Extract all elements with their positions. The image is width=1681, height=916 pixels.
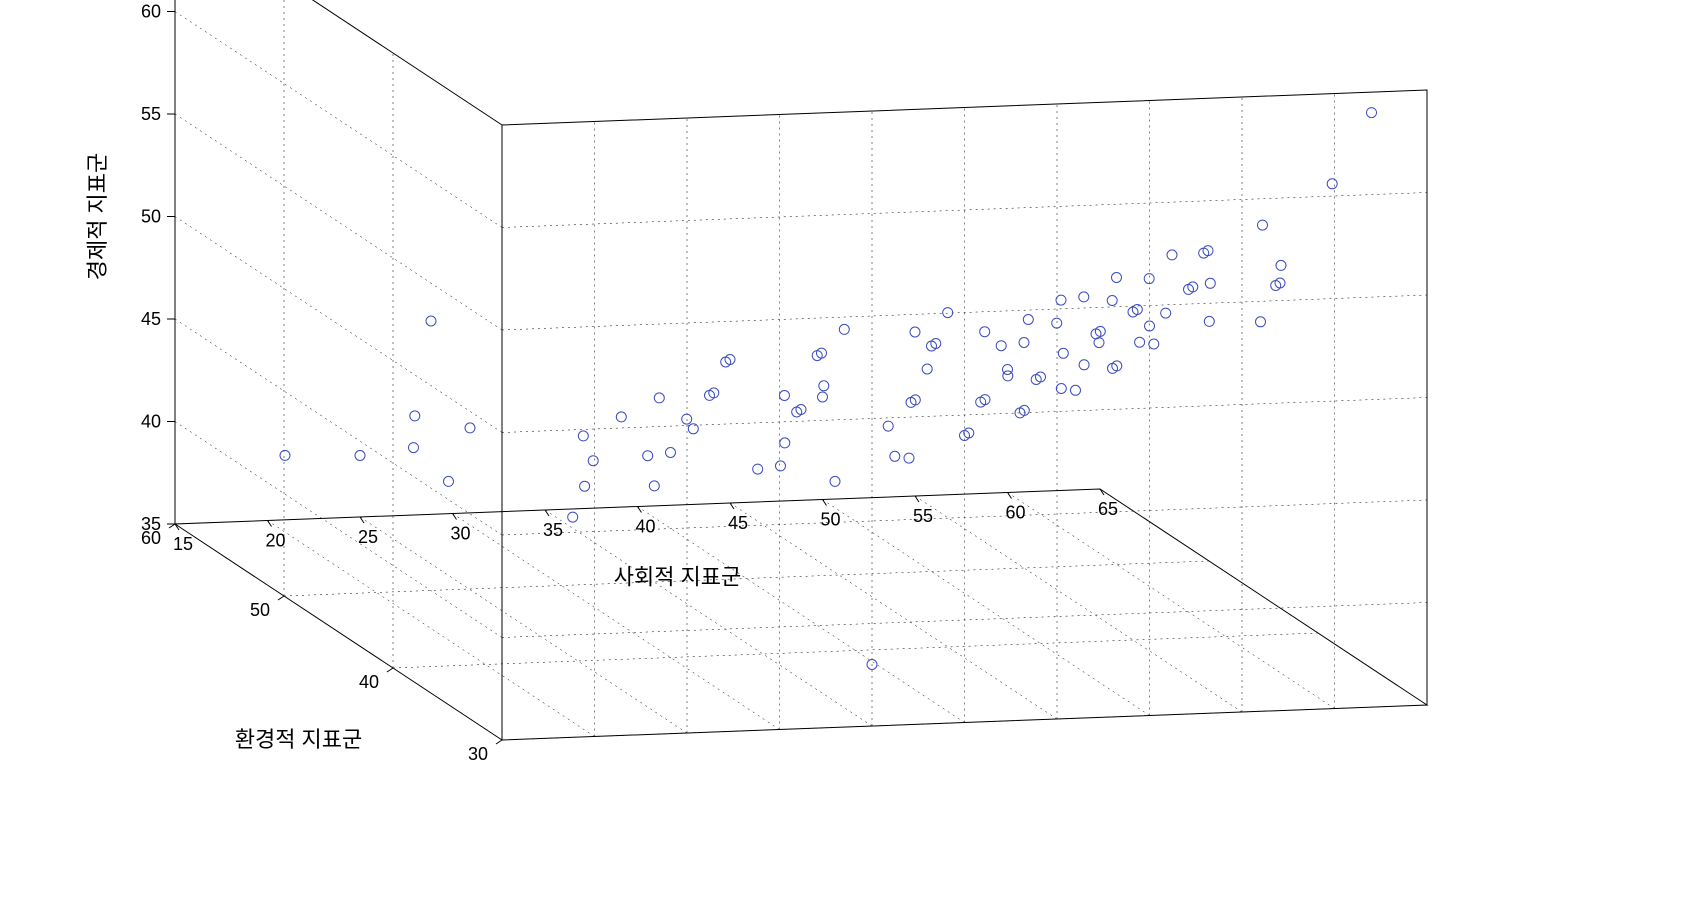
svg-text:30: 30: [468, 744, 488, 764]
svg-text:35: 35: [141, 514, 161, 534]
scatter-point: [688, 424, 698, 434]
svg-text:50: 50: [250, 600, 270, 620]
scatter-point: [1094, 338, 1104, 348]
scatter-point: [649, 481, 659, 491]
svg-text:40: 40: [635, 517, 655, 537]
axes-box: [175, 0, 1427, 740]
scatter-point: [830, 476, 840, 486]
svg-text:20: 20: [265, 531, 285, 551]
scatter-point: [580, 481, 590, 491]
z-ticks: 35404550556065: [141, 0, 175, 534]
svg-text:60: 60: [141, 2, 161, 22]
scatter-point: [444, 476, 454, 486]
scatter-point: [910, 327, 920, 337]
svg-text:55: 55: [913, 506, 933, 526]
scatter-point: [1112, 273, 1122, 283]
svg-text:50: 50: [141, 207, 161, 227]
scatter-point: [1056, 295, 1066, 305]
scatter-point: [1079, 360, 1089, 370]
scatter-point: [883, 421, 893, 431]
scatter-point: [588, 456, 598, 466]
svg-text:30: 30: [450, 524, 470, 544]
scatter-point: [1003, 365, 1013, 375]
scatter-point: [1023, 315, 1033, 325]
svg-text:25: 25: [358, 527, 378, 547]
svg-text:45: 45: [728, 513, 748, 533]
scatter-point: [1204, 316, 1214, 326]
scatter-point: [1135, 337, 1145, 347]
svg-text:40: 40: [141, 412, 161, 432]
scatter-point: [1058, 348, 1068, 358]
svg-text:60: 60: [1005, 503, 1025, 523]
scatter-point: [1149, 339, 1159, 349]
scatter-point: [1258, 220, 1268, 230]
scatter-point: [1056, 384, 1066, 394]
svg-text:50: 50: [820, 510, 840, 530]
svg-text:35: 35: [543, 520, 563, 540]
scatter-point: [666, 448, 676, 458]
svg-text:65: 65: [1098, 499, 1118, 519]
scatter-point: [996, 341, 1006, 351]
scatter-point: [890, 451, 900, 461]
svg-text:45: 45: [141, 309, 161, 329]
y-axis-label: 환경적 지표군: [235, 727, 363, 752]
scatter-3d-chart: 15 20 25 30 35 40 45 50 55 60 65 30 40 50 60 35 40 45 50…: [0, 0, 1681, 916]
scatter-point: [409, 443, 419, 453]
back-wall-grid: [502, 90, 1427, 740]
scatter-point: [1019, 338, 1029, 348]
scatter-point: [654, 393, 664, 403]
scatter-point: [1107, 296, 1117, 306]
scatter-point: [682, 414, 692, 424]
x-axis-label: 사회적 지표군: [614, 565, 742, 590]
scatter-point: [780, 438, 790, 448]
scatter-point: [1256, 317, 1266, 327]
scatter-point: [1205, 278, 1215, 288]
scatter-point: [426, 316, 436, 326]
scatter-point: [904, 453, 914, 463]
scatter-point: [1052, 318, 1062, 328]
scatter-point: [776, 461, 786, 471]
scatter-point: [753, 464, 763, 474]
scatter-point: [1161, 308, 1171, 318]
scatter-point: [616, 412, 626, 422]
scatter-point: [839, 324, 849, 334]
scatter-point: [819, 381, 829, 391]
scatter-point: [1071, 385, 1081, 395]
scatter-point: [1167, 250, 1177, 260]
scatter-point: [355, 451, 365, 461]
scatter-point: [578, 431, 588, 441]
scatter-point: [1367, 108, 1377, 118]
scatter-point: [922, 364, 932, 374]
scatter-point: [818, 392, 828, 402]
scatter-point: [1276, 260, 1286, 270]
scatter-point: [410, 411, 420, 421]
scatter-point: [1079, 292, 1089, 302]
z-axis-label: 경제적 지표군: [85, 153, 110, 281]
svg-text:15: 15: [173, 534, 193, 554]
svg-text:55: 55: [141, 104, 161, 124]
scatter-points: [280, 108, 1377, 670]
scatter-point: [280, 450, 290, 460]
scatter-point: [980, 327, 990, 337]
x-ticks: 15 20 25 30 35 40 45 50 55 60 65: [173, 489, 1118, 554]
scatter-point: [568, 512, 578, 522]
scatter-point: [465, 423, 475, 433]
left-wall-grid: [175, 0, 502, 740]
svg-text:40: 40: [359, 672, 379, 692]
scatter-point: [1144, 274, 1154, 284]
scatter-point: [943, 308, 953, 318]
scatter-point: [780, 391, 790, 401]
scatter-point: [643, 451, 653, 461]
scatter-point: [1327, 179, 1337, 189]
